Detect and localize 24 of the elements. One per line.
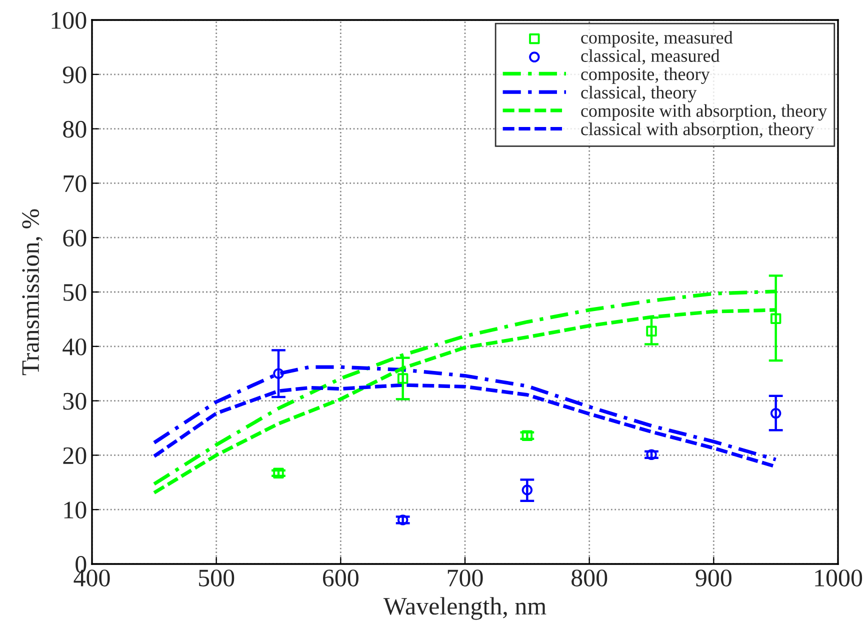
y-tick-label: 70 bbox=[64, 175, 86, 192]
legend-label: composite, theory bbox=[581, 68, 710, 84]
y-tick-label: 20 bbox=[63, 447, 86, 464]
x-tick-label: 1000 bbox=[815, 570, 862, 586]
y-tick-label: 30 bbox=[63, 392, 86, 410]
y-tick-label: 60 bbox=[63, 230, 86, 247]
y-tick-label: 90 bbox=[62, 66, 86, 84]
legend-label: classical, measured bbox=[581, 49, 720, 65]
legend-label: composite, measured bbox=[581, 30, 733, 48]
x-axis-title: Wavelength, nm bbox=[383, 597, 546, 620]
y-tick-label: 40 bbox=[62, 338, 86, 356]
y-axis-title: Transmission, % bbox=[22, 209, 43, 376]
y-tick-label: 80 bbox=[63, 120, 86, 138]
legend-label: composite with absorption, theory bbox=[581, 104, 828, 121]
legend-label: classical with absorption, theory bbox=[581, 122, 814, 139]
x-tick-label: 600 bbox=[322, 570, 358, 586]
y-tick-label: 50 bbox=[64, 284, 86, 301]
y-tick-label: 100 bbox=[52, 12, 86, 29]
y-tick-label: 10 bbox=[64, 502, 86, 519]
x-tick-label: 700 bbox=[448, 570, 483, 586]
x-tick-label: 900 bbox=[696, 570, 732, 586]
x-tick-label: 800 bbox=[572, 570, 608, 586]
x-tick-label: 500 bbox=[199, 570, 234, 586]
legend-label: classical, theory bbox=[581, 86, 697, 102]
